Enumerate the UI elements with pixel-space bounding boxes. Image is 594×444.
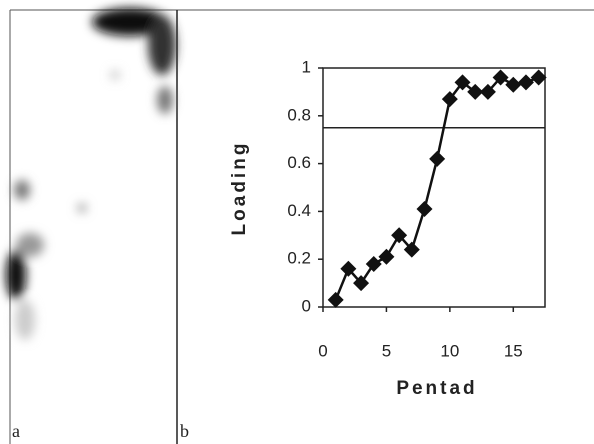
page: {"panel_labels": ["a", "b"], "chart_data… [0,0,594,444]
y-tick-label: 0 [302,296,311,315]
marker [416,201,432,217]
x-tick-label: 15 [504,341,523,360]
plot-frame [323,68,545,307]
marker [366,256,382,272]
figure: a b Pentad Loading 00.20.40.60.81051015 [0,0,594,444]
series-line [336,78,539,300]
marker [505,77,521,93]
y-tick-label: 0.4 [287,201,311,220]
x-tick-label: 10 [440,341,459,360]
marker [429,151,445,167]
y-tick-label: 0.6 [287,153,311,172]
marker [328,292,344,308]
image-map [6,8,176,340]
panel-label: b [180,421,189,441]
marker [378,249,394,265]
y-tick-label: 0.2 [287,249,311,268]
panel-label: a [12,421,20,441]
x-tick-label: 5 [382,341,391,360]
y-tick-label: 1 [302,57,311,76]
x-tick-label: 0 [318,341,327,360]
y-tick-label: 0.8 [287,105,311,124]
y-axis-title: Loading [229,141,250,236]
x-axis-title: Pentad [396,378,477,399]
